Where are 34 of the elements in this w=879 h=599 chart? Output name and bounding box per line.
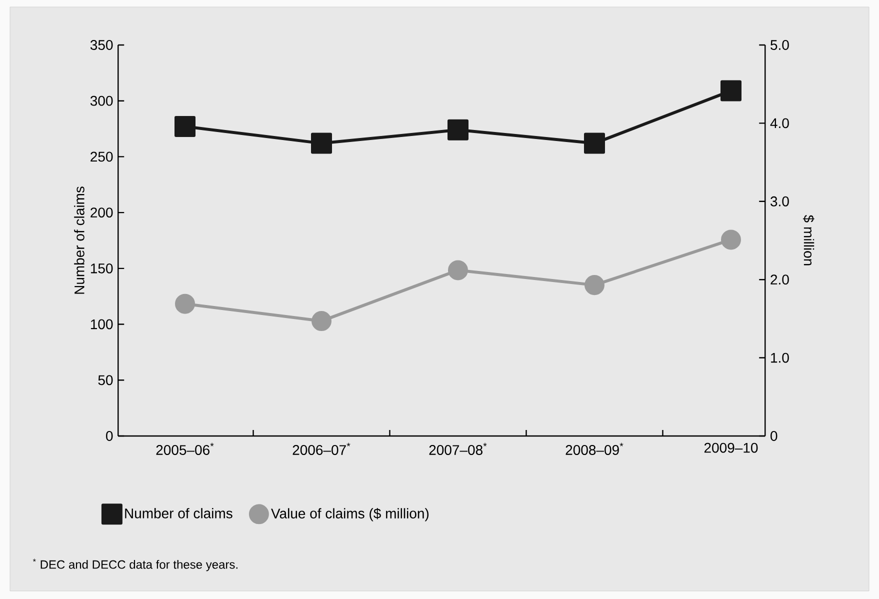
text: $^{*}$ DEC and DECC data for these years. bbox=[33, 558, 238, 572]
point bbox=[584, 132, 605, 154]
y-tick-label: 150 bbox=[90, 263, 113, 274]
point bbox=[447, 119, 468, 140]
point bbox=[311, 132, 332, 154]
y-tick-label: 250 bbox=[90, 152, 113, 162]
y2-tick-label: 0 bbox=[770, 431, 778, 441]
y-tick-label: 100 bbox=[90, 319, 113, 330]
y2-axis-title: $ million bbox=[802, 214, 814, 266]
y2-tick-label: 3.0 bbox=[770, 196, 789, 206]
x-tick-label: 2006–07$^{*}$ bbox=[292, 442, 350, 455]
y-tick-label: 300 bbox=[90, 96, 113, 106]
legend-label: Number of claims bbox=[125, 508, 232, 518]
legend-label: Value of claims ($ million) bbox=[271, 508, 429, 522]
point bbox=[448, 260, 468, 280]
point bbox=[312, 311, 332, 332]
point bbox=[720, 80, 742, 102]
point bbox=[584, 275, 604, 296]
y-tick-label: 0 bbox=[106, 431, 113, 441]
y2-tick-label: 1.0 bbox=[771, 352, 789, 363]
x-tick-label: 2007–08$^{*}$ bbox=[429, 442, 487, 455]
y2-tick-label: 5.0 bbox=[770, 40, 789, 50]
x-tick-label: 2009–10 bbox=[704, 442, 758, 453]
y-axis-title: Number of claims bbox=[74, 186, 84, 294]
y2-tick-label: 4.0 bbox=[770, 118, 789, 128]
y-tick-label: 50 bbox=[98, 375, 113, 386]
x-tick-label: 2005–06$^{*}$ bbox=[156, 442, 214, 455]
point bbox=[720, 230, 741, 250]
y-tick-label: 200 bbox=[90, 208, 113, 218]
y2-tick-label: 2.0 bbox=[770, 274, 789, 285]
x-tick-label: 2008–09$^{*}$ bbox=[566, 442, 624, 455]
point bbox=[175, 294, 196, 314]
y-tick-label: 350 bbox=[90, 40, 113, 50]
point bbox=[174, 116, 196, 138]
